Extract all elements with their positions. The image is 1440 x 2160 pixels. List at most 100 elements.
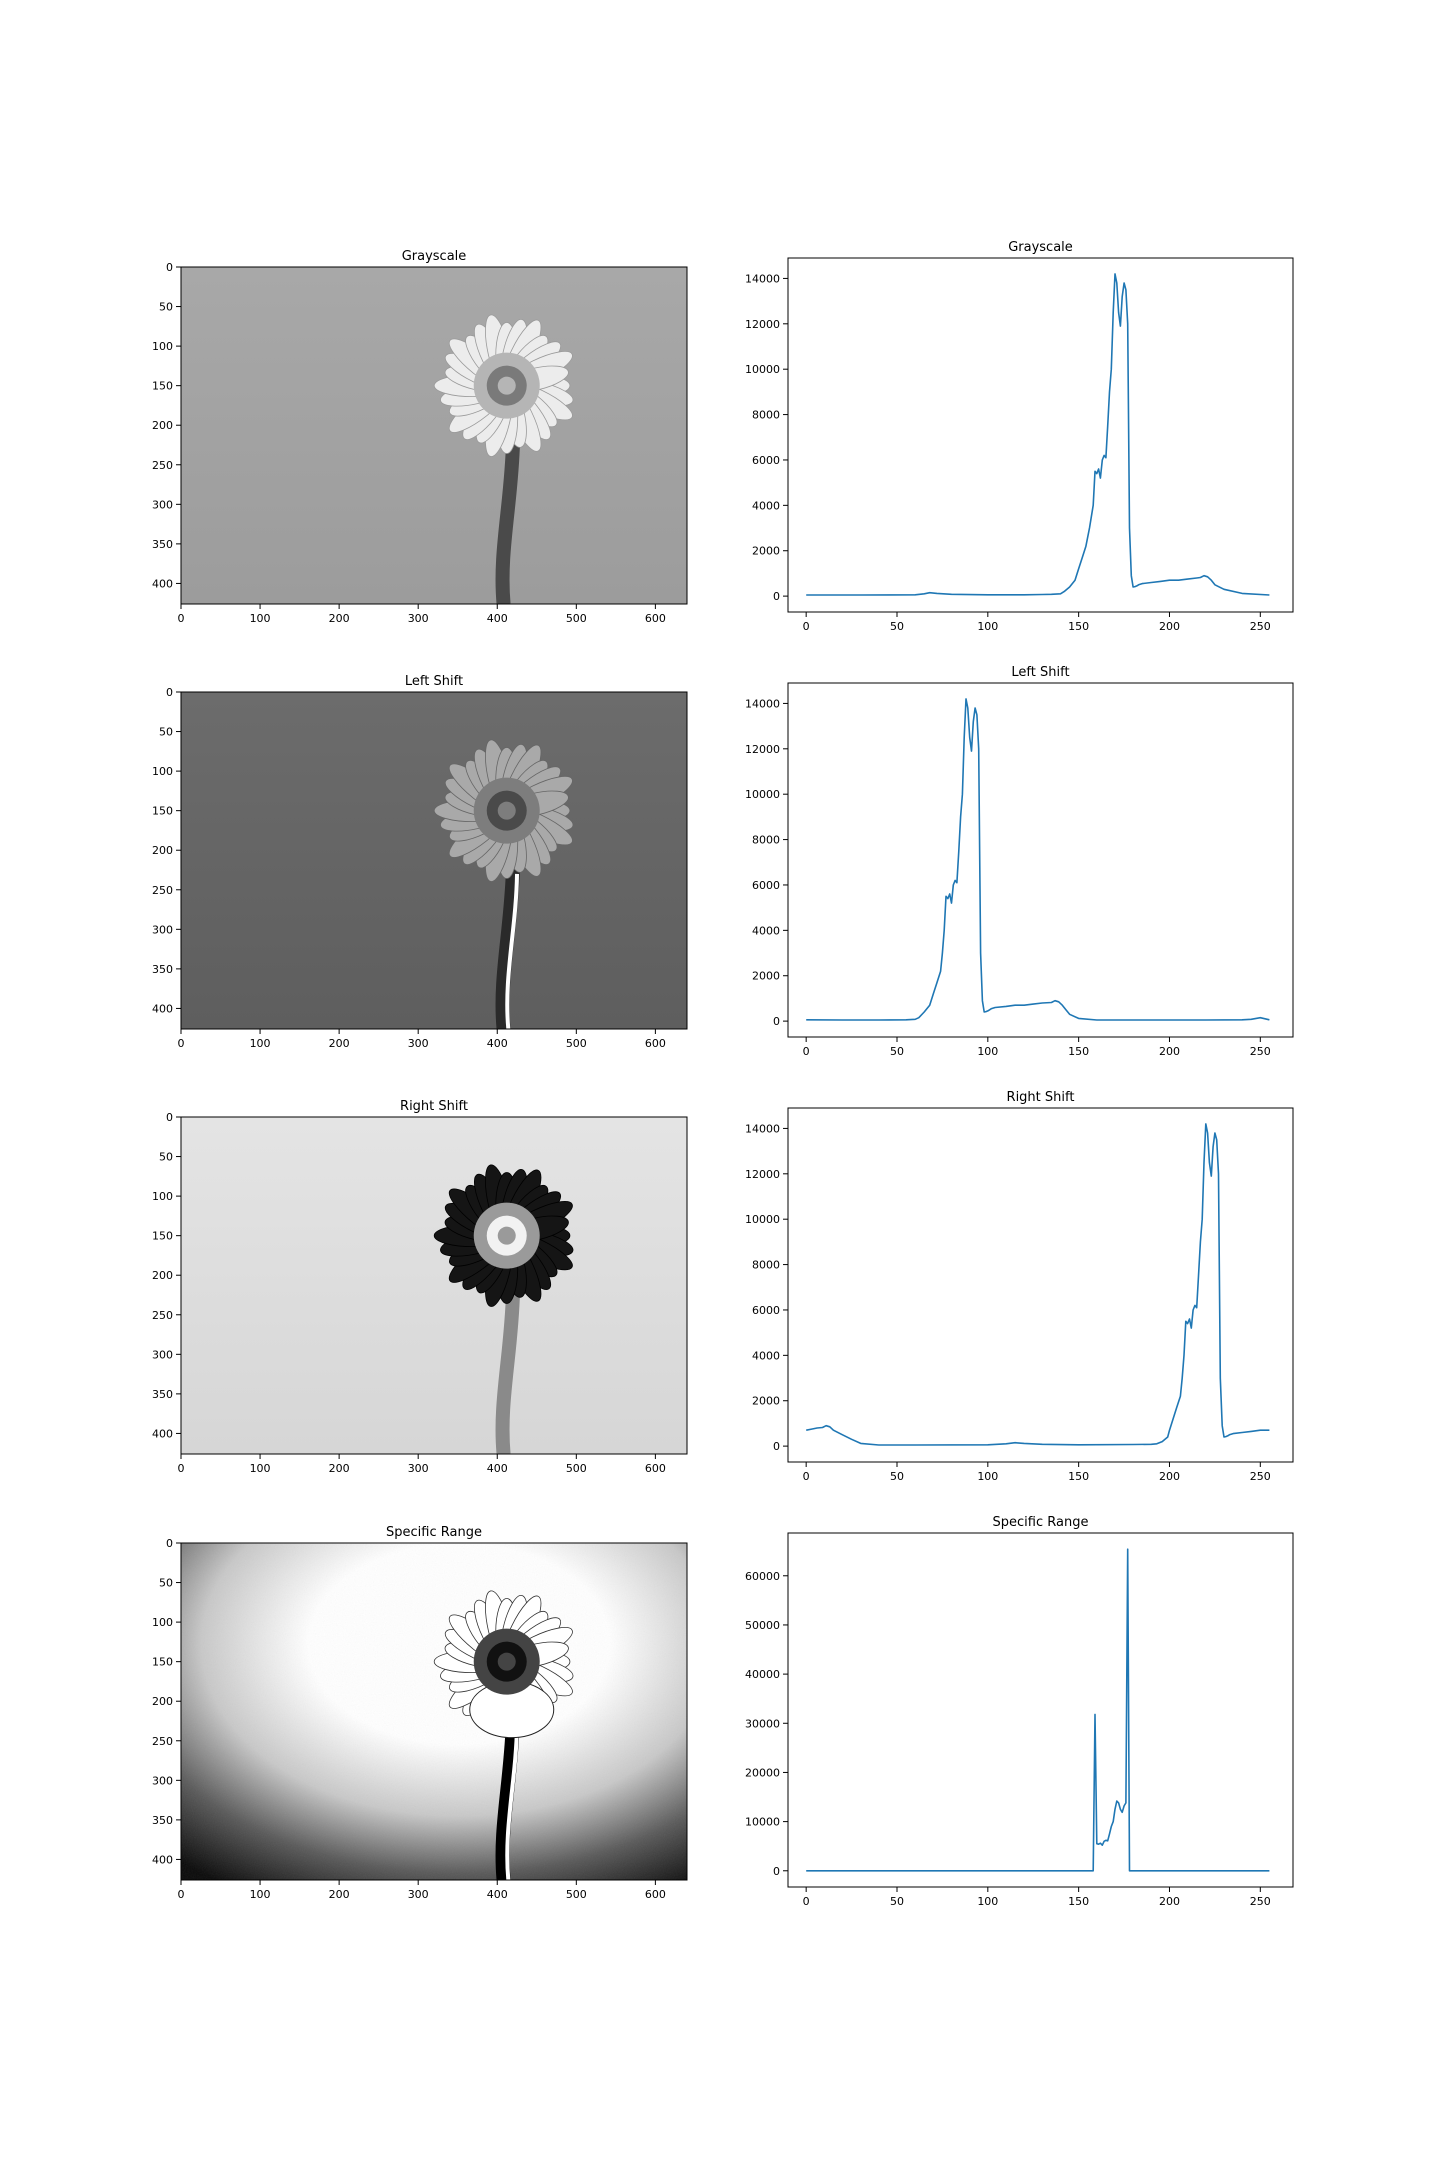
- panel-title: Grayscale: [1008, 240, 1073, 255]
- histogram-line: [806, 1548, 1270, 1872]
- x-tick-label: 100: [977, 1470, 998, 1483]
- y-tick-label: 200: [152, 1269, 173, 1282]
- histogram-line: [806, 1123, 1270, 1446]
- stem-highlight: [505, 873, 520, 1030]
- flower-center-core: [497, 376, 516, 395]
- stem-shape: [495, 865, 521, 1030]
- y-tick-label: 150: [152, 805, 173, 818]
- x-tick-label: 300: [408, 612, 429, 625]
- y-tick-label: 2000: [752, 1395, 780, 1408]
- y-tick-label: 10000: [745, 363, 780, 376]
- y-tick-label: 300: [152, 923, 173, 936]
- y-tick-label: 2000: [752, 970, 780, 983]
- x-tick-label: 0: [803, 1045, 810, 1058]
- panel-title: Right Shift: [1007, 1090, 1075, 1105]
- x-tick-label: 300: [408, 1888, 429, 1901]
- x-tick-label: 0: [178, 1037, 185, 1050]
- y-tick-label: 14000: [745, 272, 780, 285]
- x-tick-label: 600: [645, 612, 666, 625]
- x-tick-label: 600: [645, 1462, 666, 1475]
- y-tick-label: 20000: [745, 1766, 780, 1779]
- x-tick-label: 150: [1068, 620, 1089, 633]
- x-tick-label: 200: [329, 1888, 350, 1901]
- y-tick-label: 8000: [752, 409, 780, 422]
- plot-frame: [787, 257, 1294, 613]
- y-tick-label: 250: [152, 1309, 173, 1322]
- x-tick-label: 200: [1159, 1470, 1180, 1483]
- image-panel-2: 0 100 200 300 400 500 600 0 50 100 150 200 250 300 350…: [152, 674, 688, 1050]
- y-tick-label: 0: [166, 686, 173, 699]
- plot-frame: [787, 682, 1294, 1038]
- panel-title: Right Shift: [400, 1099, 468, 1114]
- x-tick-label: 500: [566, 1462, 587, 1475]
- panel-title: Left Shift: [405, 674, 463, 689]
- x-tick-label: 100: [250, 1462, 271, 1475]
- flower-center-core: [497, 801, 516, 820]
- image-frame: [180, 266, 688, 605]
- x-tick-label: 100: [977, 620, 998, 633]
- histogram-panel-5: 0 50 100 150 200 250 0 2000 4000 6000 8000 10000 120…: [745, 1090, 1294, 1483]
- y-tick-label: 12000: [745, 318, 780, 331]
- histogram-panel-7: 0 50 100 150 200 250 0 10000 20000 30000 40000 5000…: [745, 1515, 1294, 1908]
- stem-shape: [495, 1716, 521, 1881]
- y-tick-label: 0: [166, 261, 173, 274]
- x-tick-label: 400: [487, 1462, 508, 1475]
- x-tick-label: 250: [1250, 1470, 1271, 1483]
- y-tick-label: 350: [152, 963, 173, 976]
- x-tick-label: 0: [803, 1895, 810, 1908]
- y-tick-label: 0: [773, 1440, 780, 1453]
- y-tick-label: 10000: [745, 1213, 780, 1226]
- x-tick-label: 0: [178, 1462, 185, 1475]
- y-tick-label: 8000: [752, 1259, 780, 1272]
- x-tick-label: 100: [250, 1888, 271, 1901]
- y-tick-label: 6000: [752, 454, 780, 467]
- plot-area: [788, 683, 1293, 1037]
- panel-title: Left Shift: [1011, 665, 1069, 680]
- stem-shape: [495, 440, 521, 605]
- x-tick-label: 200: [1159, 1045, 1180, 1058]
- x-tick-label: 50: [890, 620, 904, 633]
- x-tick-label: 50: [890, 1895, 904, 1908]
- y-tick-label: 60000: [745, 1570, 780, 1583]
- y-tick-label: 300: [152, 1774, 173, 1787]
- y-tick-label: 100: [152, 1616, 173, 1629]
- y-tick-label: 250: [152, 459, 173, 472]
- histogram-line: [806, 273, 1270, 596]
- x-tick-label: 300: [408, 1462, 429, 1475]
- y-tick-label: 12000: [745, 743, 780, 756]
- x-tick-label: 150: [1068, 1470, 1089, 1483]
- x-tick-label: 200: [329, 1462, 350, 1475]
- y-tick-label: 6000: [752, 879, 780, 892]
- y-tick-label: 10000: [745, 1816, 780, 1829]
- x-tick-label: 100: [977, 1895, 998, 1908]
- panel-title: Grayscale: [402, 249, 467, 264]
- y-tick-label: 0: [773, 590, 780, 603]
- image-panel-4: 0 100 200 300 400 500 600 0 50 100 150 200 250 300 350…: [152, 1099, 688, 1475]
- y-tick-label: 50: [159, 726, 173, 739]
- stem-highlight: [505, 1724, 520, 1881]
- plot-area: [788, 258, 1293, 612]
- image-background: [181, 267, 687, 604]
- y-tick-label: 14000: [745, 1122, 780, 1135]
- histogram-line: [806, 698, 1270, 1021]
- stem: [495, 1716, 521, 1881]
- image-panel-6: 0 100 200 300 400 500 600 0 50 100 150 200 250 300 350…: [152, 1525, 688, 1901]
- y-tick-label: 350: [152, 1814, 173, 1827]
- image-frame: [180, 1542, 688, 1881]
- plot-area: [788, 1108, 1293, 1462]
- x-tick-label: 100: [250, 612, 271, 625]
- y-tick-label: 0: [166, 1537, 173, 1550]
- y-tick-label: 4000: [752, 924, 780, 937]
- y-tick-label: 200: [152, 844, 173, 857]
- x-tick-label: 0: [803, 620, 810, 633]
- x-tick-label: 500: [566, 1037, 587, 1050]
- y-tick-label: 40000: [745, 1668, 780, 1681]
- y-tick-label: 100: [152, 340, 173, 353]
- stem: [495, 865, 521, 1030]
- histogram-panel-3: 0 50 100 150 200 250 0 2000 4000 6000 8000 10000 120…: [745, 665, 1294, 1058]
- x-tick-label: 250: [1250, 1895, 1271, 1908]
- y-tick-label: 250: [152, 1735, 173, 1748]
- x-tick-label: 600: [645, 1037, 666, 1050]
- x-tick-label: 100: [977, 1045, 998, 1058]
- x-tick-label: 200: [329, 1037, 350, 1050]
